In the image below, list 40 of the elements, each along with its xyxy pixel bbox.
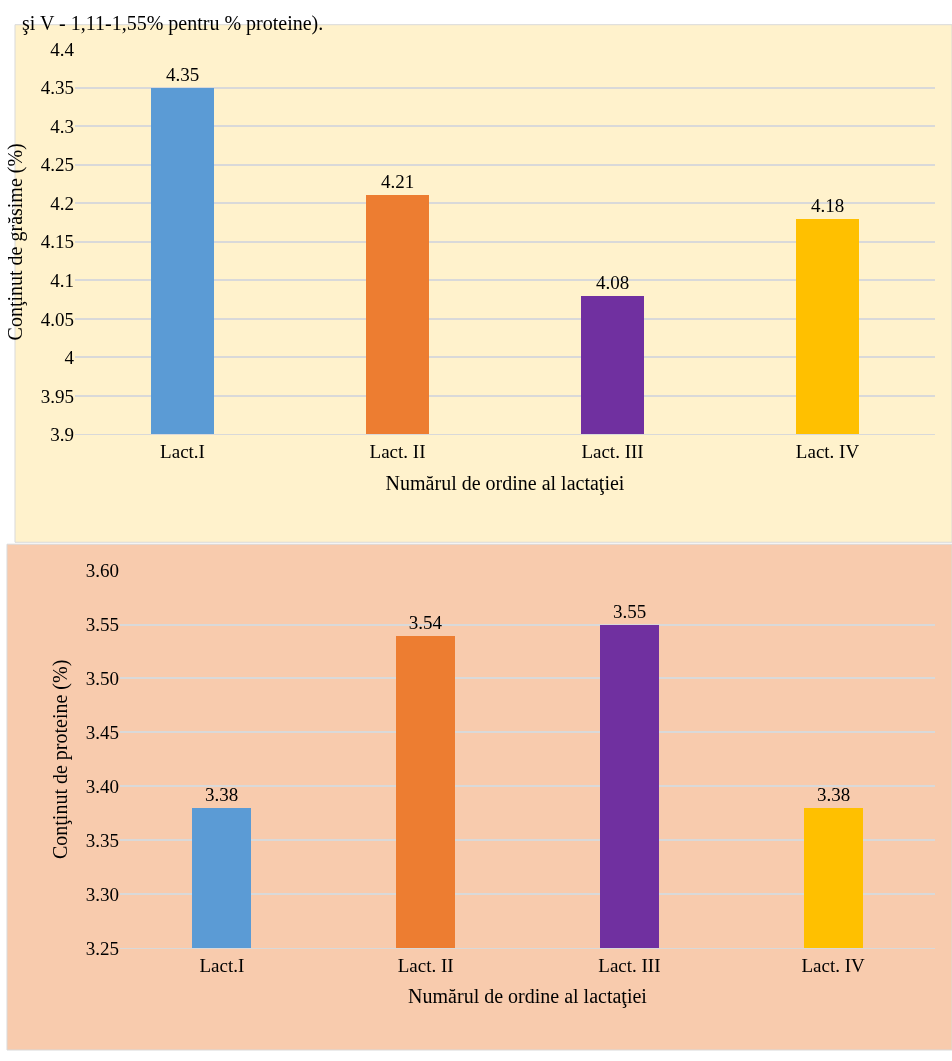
y-tick-label: 4.4: [50, 38, 75, 60]
y-tick-label: 4: [64, 347, 75, 369]
data-label: 3.38: [204, 783, 239, 805]
data-label: 3.38: [816, 783, 851, 805]
x-tick-label: Lact. II: [397, 954, 454, 976]
x-tick-label: Lact.I: [199, 954, 245, 976]
y-tick-label: 3.40: [85, 775, 119, 797]
data-label: 4.35: [165, 64, 200, 86]
x-tick-label: Lact. III: [598, 954, 661, 976]
y-tick-label: 4.15: [40, 231, 74, 253]
data-label: 4.18: [810, 195, 845, 217]
x-tick-label: Lact. IV: [801, 954, 866, 976]
y-tick-label: 3.9: [50, 424, 74, 446]
data-label: 3.54: [408, 611, 443, 633]
y-tick-label: 4.25: [40, 154, 74, 176]
y-tick-label: 3.25: [85, 937, 119, 959]
text: şi V - 1,11-1,55% pentru % proteine).: [22, 12, 324, 35]
y-tick-label: 4.35: [40, 77, 74, 99]
y-tick-label: 3.95: [40, 385, 74, 407]
y-tick-label: 4.2: [50, 192, 74, 214]
x-axis-title: Numărul de ordine al lactaţiei: [385, 471, 625, 495]
y-tick-label: 3.50: [85, 668, 119, 690]
x-tick-label: Lact.I: [160, 441, 205, 463]
y-tick-label: 4.1: [50, 269, 74, 291]
data-label: 4.21: [380, 171, 415, 193]
data-label: 4.08: [595, 272, 630, 294]
y-tick-label: 3.60: [85, 560, 119, 582]
data-label: 3.55: [612, 600, 647, 622]
x-tick-label: Lact. III: [581, 441, 644, 463]
y-tick-label: 3.30: [85, 883, 119, 905]
y-tick-label: 3.45: [85, 722, 119, 744]
x-tick-label: Lact. II: [369, 441, 426, 463]
x-tick-label: Lact. IV: [795, 441, 860, 463]
y-tick-label: 4.3: [50, 115, 74, 137]
x-axis-title: Numărul de ordine al lactaţiei: [408, 985, 648, 1009]
y-axis-title: Conţinut de grăsime (%): [4, 143, 28, 341]
y-tick-label: 3.35: [85, 829, 119, 851]
y-axis-title: Conţinut de proteine (%): [49, 659, 73, 860]
y-tick-label: 4.05: [40, 308, 74, 330]
y-tick-label: 3.55: [85, 614, 119, 636]
